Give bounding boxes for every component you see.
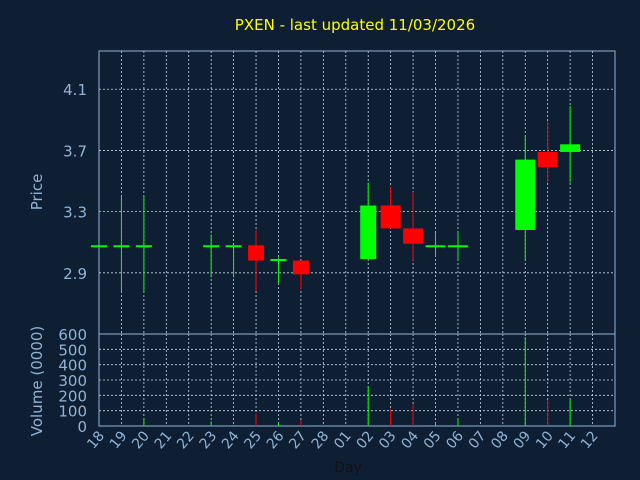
candle-body xyxy=(225,245,242,248)
candle-body xyxy=(270,259,287,262)
day-axis: 1819202122232425262728010203040506070809… xyxy=(84,428,601,452)
price-axis-label: Price xyxy=(28,174,46,211)
candle-body xyxy=(403,228,424,244)
volume-tick-label: 100 xyxy=(58,403,87,421)
candle-body xyxy=(380,205,401,229)
volume-axis-label: Volume (0000) xyxy=(28,326,46,436)
candle-body xyxy=(203,245,220,248)
candle-body xyxy=(113,245,130,248)
volume-panel-frame xyxy=(98,333,616,427)
candles xyxy=(91,106,581,293)
volume-bars xyxy=(143,337,571,426)
price-tick-label: 2.9 xyxy=(63,265,87,283)
volume-tick-label: 200 xyxy=(58,387,87,405)
price-tick-label: 3.3 xyxy=(63,204,87,222)
candle-body xyxy=(515,159,536,230)
chart-title: PXEN - last updated 11/03/2026 xyxy=(235,16,475,34)
candle-body xyxy=(360,205,377,260)
candle-body xyxy=(447,245,468,248)
volume-tick-label: 500 xyxy=(58,341,87,359)
candle-body xyxy=(248,245,265,261)
candle-body xyxy=(560,144,581,152)
candle-body xyxy=(425,245,446,248)
candle-body xyxy=(135,245,152,248)
price-tick-label: 4.1 xyxy=(63,81,87,99)
candle-body xyxy=(292,260,309,275)
day-axis-label: Day xyxy=(334,460,362,476)
price-tick-label: 3.7 xyxy=(63,142,87,160)
volume-tick-label: 400 xyxy=(58,357,87,375)
volume-tick-label: 0 xyxy=(77,418,87,436)
volume-tick-label: 300 xyxy=(58,372,87,390)
candle-body xyxy=(91,245,107,248)
volume-tick-label: 600 xyxy=(58,326,87,344)
price-axis: 2.9 3.3 3.7 4.1 xyxy=(63,81,87,283)
candle-body xyxy=(537,151,558,168)
